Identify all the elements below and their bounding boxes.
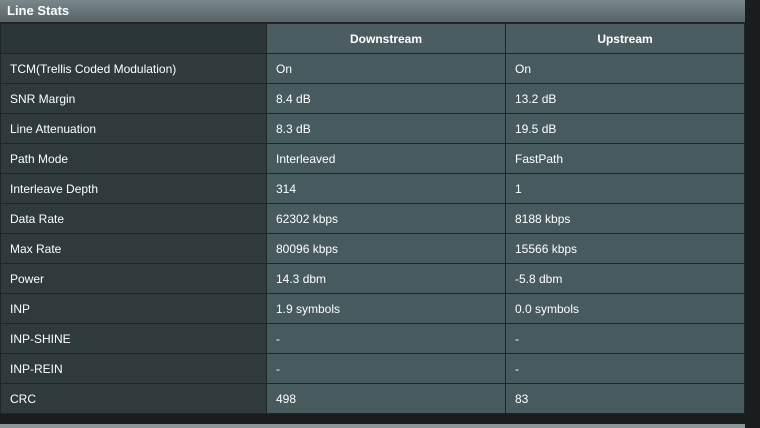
downstream-value: 1.9 symbols xyxy=(266,293,506,324)
downstream-value: 498 xyxy=(266,383,506,414)
panel-title: Line Stats xyxy=(0,0,745,23)
row-label: TCM(Trellis Coded Modulation) xyxy=(0,53,267,84)
downstream-value: 80096 kbps xyxy=(266,233,506,264)
upstream-value: 15566 kbps xyxy=(505,233,745,264)
upstream-value: FastPath xyxy=(505,143,745,174)
next-panel-edge xyxy=(0,424,745,428)
upstream-value: - xyxy=(505,323,745,354)
table-row: SNR Margin 8.4 dB 13.2 dB xyxy=(0,83,745,114)
column-header-upstream: Upstream xyxy=(505,23,745,54)
row-label: Interleave Depth xyxy=(0,173,267,204)
row-label: INP xyxy=(0,293,267,324)
row-label: Max Rate xyxy=(0,233,267,264)
downstream-value: 14.3 dbm xyxy=(266,263,506,294)
downstream-value: On xyxy=(266,53,506,84)
row-label: Data Rate xyxy=(0,203,267,234)
row-label: Power xyxy=(0,263,267,294)
downstream-value: Interleaved xyxy=(266,143,506,174)
table-row: Data Rate 62302 kbps 8188 kbps xyxy=(0,203,745,234)
table-row: TCM(Trellis Coded Modulation) On On xyxy=(0,53,745,84)
downstream-value: 8.4 dB xyxy=(266,83,506,114)
upstream-value: On xyxy=(505,53,745,84)
table-row: INP-SHINE - - xyxy=(0,323,745,354)
table-row: INP 1.9 symbols 0.0 symbols xyxy=(0,293,745,324)
downstream-value: 314 xyxy=(266,173,506,204)
table-row: Line Attenuation 8.3 dB 19.5 dB xyxy=(0,113,745,144)
downstream-value: - xyxy=(266,323,506,354)
line-stats-table: Downstream Upstream TCM(Trellis Coded Mo… xyxy=(0,23,745,414)
row-label: CRC xyxy=(0,383,267,414)
row-label: Path Mode xyxy=(0,143,267,174)
row-label: INP-SHINE xyxy=(0,323,267,354)
upstream-value: -5.8 dbm xyxy=(505,263,745,294)
table-row: Power 14.3 dbm -5.8 dbm xyxy=(0,263,745,294)
table-row: CRC 498 83 xyxy=(0,383,745,414)
table-row: Interleave Depth 314 1 xyxy=(0,173,745,204)
upstream-value: 8188 kbps xyxy=(505,203,745,234)
table-header-row: Downstream Upstream xyxy=(0,23,745,54)
downstream-value: 8.3 dB xyxy=(266,113,506,144)
upstream-value: 1 xyxy=(505,173,745,204)
table-row: Path Mode Interleaved FastPath xyxy=(0,143,745,174)
upstream-value: - xyxy=(505,353,745,384)
upstream-value: 13.2 dB xyxy=(505,83,745,114)
upstream-value: 19.5 dB xyxy=(505,113,745,144)
table-row: Max Rate 80096 kbps 15566 kbps xyxy=(0,233,745,264)
line-stats-panel: Line Stats Downstream Upstream TCM(Trell… xyxy=(0,0,745,414)
column-header-downstream: Downstream xyxy=(266,23,506,54)
downstream-value: - xyxy=(266,353,506,384)
row-label: INP-REIN xyxy=(0,353,267,384)
table-row: INP-REIN - - xyxy=(0,353,745,384)
column-header-label xyxy=(0,23,267,54)
upstream-value: 0.0 symbols xyxy=(505,293,745,324)
row-label: Line Attenuation xyxy=(0,113,267,144)
upstream-value: 83 xyxy=(505,383,745,414)
downstream-value: 62302 kbps xyxy=(266,203,506,234)
row-label: SNR Margin xyxy=(0,83,267,114)
